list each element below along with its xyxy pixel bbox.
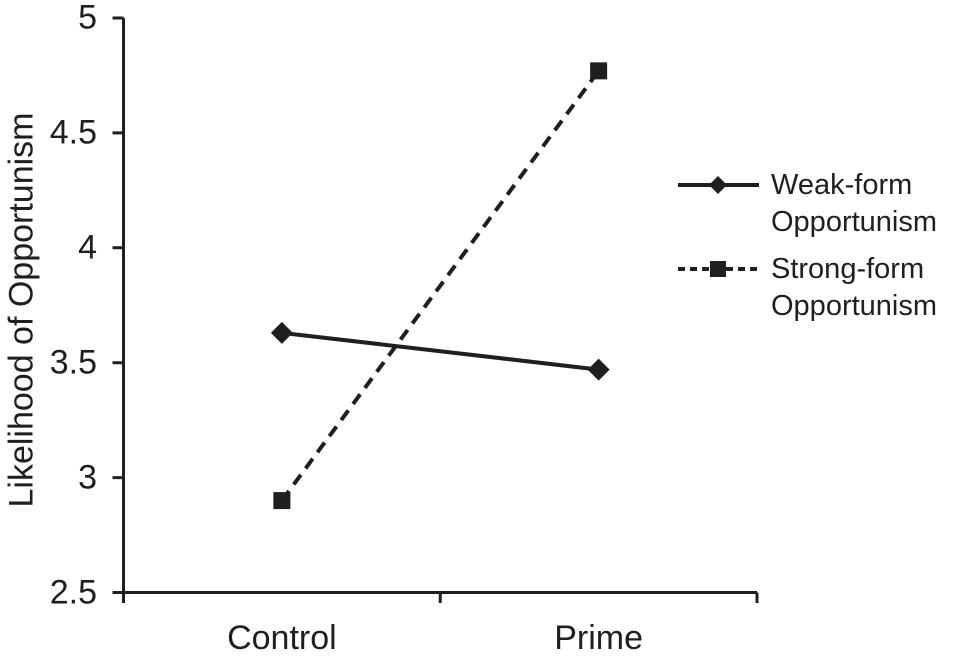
series-line-1 [280, 69, 601, 502]
y-tick-label: 3.5 [49, 343, 97, 382]
legend-label: Strong-form Opportunism [771, 253, 938, 322]
series-line-0 [281, 330, 599, 372]
y-axis-title: Likelihood of Opportunism [2, 112, 41, 508]
legend-entry-strong-form: Strong-form Opportunism [677, 251, 954, 325]
y-tick-label: 2.5 [49, 573, 97, 611]
axes [112, 16, 759, 603]
legend: Weak-form Opportunism Strong-form Opport… [677, 167, 954, 335]
y-tick-label: 4.5 [49, 113, 97, 152]
legend-swatch-square-dashed-icon [678, 261, 759, 277]
diamond-marker [270, 321, 293, 344]
square-marker [590, 62, 608, 80]
square-marker [273, 492, 291, 510]
y-tick-label: 4 [78, 228, 97, 267]
legend-swatch-diamond-solid-icon [678, 176, 759, 194]
y-tick-label: 5 [78, 0, 97, 37]
legend-entry-weak-form: Weak-form Opportunism [677, 167, 954, 241]
x-category-label-prime: Prime [554, 619, 644, 657]
x-category-label-control: Control [227, 619, 337, 657]
diamond-marker [587, 358, 610, 381]
legend-label: Weak-form Opportunism [771, 169, 938, 238]
y-tick-label: 3 [78, 458, 97, 497]
